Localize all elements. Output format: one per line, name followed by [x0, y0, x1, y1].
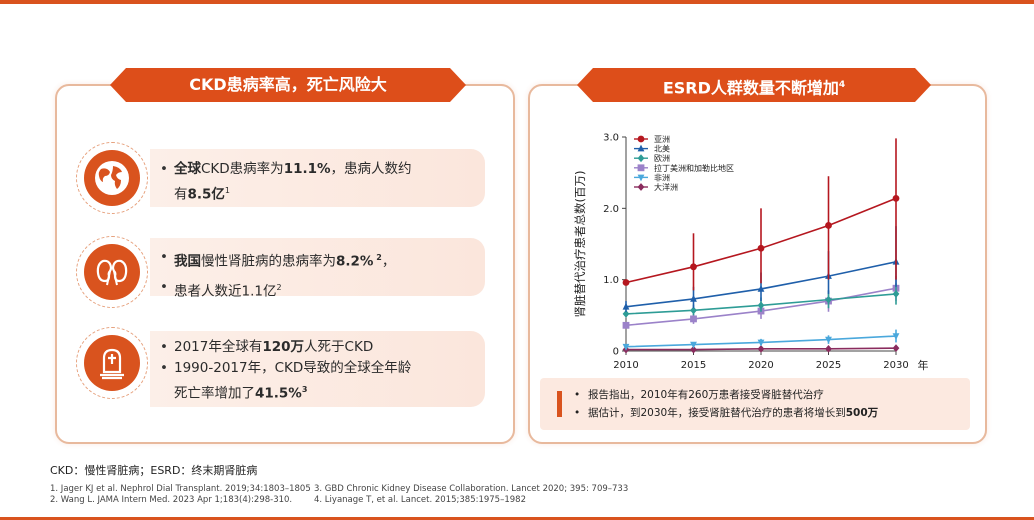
- data-point: [757, 339, 765, 347]
- x-tick-label: 2030: [883, 360, 908, 371]
- legend-marker: [637, 164, 645, 172]
- note-line-1: 报告指出，2010年有260万患者接受肾脏替代治疗: [574, 386, 878, 404]
- legend-marker: [637, 183, 645, 191]
- esrd-line-chart: 0 1.0 2.0 3.0 2010 2015 2020 2025 2030 年 肾脏替代治疗患者总…: [573, 133, 929, 373]
- data-point: [690, 294, 697, 302]
- x-tick-label: 2015: [681, 360, 706, 371]
- legend-marker: [637, 135, 645, 143]
- card1-line2: 有8.5亿1: [174, 186, 231, 203]
- x-axis-unit: 年: [918, 358, 929, 372]
- tombstone-icon: [100, 348, 124, 380]
- top-accent-bar: [0, 0, 1034, 4]
- y-tick-label: 3.0: [603, 133, 619, 144]
- data-point: [690, 345, 697, 354]
- data-point: [622, 321, 630, 329]
- references-col2: 3. GBD Chronic Kidney Disease Collaborat…: [314, 484, 628, 506]
- bottom-accent-bar: [0, 517, 1034, 520]
- kidney-badge: [76, 236, 148, 308]
- legend-label: 北美: [654, 144, 670, 154]
- legend-label: 欧洲: [654, 153, 670, 163]
- data-point: [690, 306, 697, 315]
- data-point: [825, 295, 832, 304]
- data-point: [757, 284, 765, 292]
- card3-line3: 死亡率增加了41.5%3: [174, 385, 308, 402]
- reference-2: 2. Wang L. JAMA Intern Med. 2023 Apr 1;1…: [50, 495, 293, 505]
- tombstone-badge: [76, 327, 148, 399]
- data-point: [757, 344, 765, 353]
- y-axis-label: 肾脏替代治疗患者总数(百万): [573, 171, 587, 318]
- global-prevalence-card: 全球CKD患病率为11.1%，患病人数约 有8.5亿1: [150, 149, 485, 207]
- data-point: [757, 244, 765, 252]
- data-point: [892, 333, 900, 341]
- legend-label: 亚洲: [654, 135, 670, 144]
- note-line-2: 据估计，到2030年，接受肾脏替代治疗的患者将增长到500万: [574, 404, 878, 422]
- esrd-title-ref: 4: [838, 80, 846, 90]
- legend-label: 拉丁美洲和加勒比地区: [654, 163, 734, 173]
- data-point: [622, 302, 630, 310]
- esrd-title-text: ESRD人群数量不断增加: [662, 78, 839, 98]
- legend-label: 大洋洲: [654, 182, 678, 192]
- data-point: [825, 344, 832, 353]
- card2-line1: 我国慢性肾脏病的患病率为8.2% 2，: [160, 247, 485, 273]
- globe-icon: [95, 161, 129, 195]
- data-point: [690, 263, 697, 271]
- legend-marker: [637, 144, 645, 152]
- y-tick-label: 2.0: [603, 204, 619, 215]
- x-tick-label: 2010: [613, 360, 638, 371]
- china-prevalence-card: 我国慢性肾脏病的患病率为8.2% 2， 患者人数近1.1亿2: [150, 238, 485, 299]
- data-point: [690, 315, 697, 323]
- esrd-panel-title: ESRD人群数量不断增加4: [577, 68, 931, 102]
- data-point: [622, 279, 630, 286]
- legend-marker: [637, 174, 645, 182]
- ckd-panel-title: CKD患病率高，死亡风险大: [110, 68, 466, 102]
- esrd-note-box: 报告指出，2010年有260万患者接受肾脏替代治疗 据估计，到2030年，接受肾…: [540, 378, 970, 430]
- data-point: [622, 343, 630, 351]
- y-tick-label: 0: [613, 347, 619, 358]
- legend-marker: [637, 154, 645, 163]
- reference-1: 1. Jager KJ et al. Nephrol Dial Transpla…: [50, 484, 311, 494]
- kidney-icon: [96, 259, 128, 286]
- data-point: [892, 290, 900, 298]
- data-point: [825, 222, 832, 229]
- y-tick-label: 1.0: [603, 275, 619, 286]
- reference-3: 3. GBD Chronic Kidney Disease Collaborat…: [314, 484, 629, 494]
- data-point: [892, 194, 900, 202]
- card3-line1: 2017年全球有120万人死于CKD: [160, 337, 485, 358]
- x-tick-label: 2020: [748, 360, 773, 371]
- reference-4: 4. Liyanage T, et al. Lancet. 2015;385:1…: [314, 495, 526, 505]
- data-point: [825, 336, 832, 344]
- abbreviations: CKD：慢性肾脏病；ESRD：终末期肾脏病: [50, 464, 258, 477]
- note-accent-mark: [557, 391, 562, 417]
- data-point: [892, 344, 900, 353]
- data-point: [622, 310, 630, 318]
- x-tick-label: 2025: [816, 360, 841, 371]
- mortality-card: 2017年全球有120万人死于CKD 1990-2017年，CKD导致的全球全年…: [150, 331, 485, 407]
- card2-line2: 患者人数近1.1亿2: [160, 277, 485, 303]
- data-point: [757, 301, 765, 310]
- card3-line2: 1990-2017年，CKD导致的全球全年龄: [160, 358, 485, 379]
- card1-line1: 全球CKD患病率为11.1%，患病人数约: [160, 159, 485, 180]
- references-col1: 1. Jager KJ et al. Nephrol Dial Transpla…: [50, 484, 311, 506]
- data-point: [690, 341, 697, 349]
- ckd-title-text: CKD患病率高，死亡风险大: [189, 75, 387, 94]
- globe-badge: [76, 142, 148, 214]
- legend-label: 非洲: [654, 172, 670, 182]
